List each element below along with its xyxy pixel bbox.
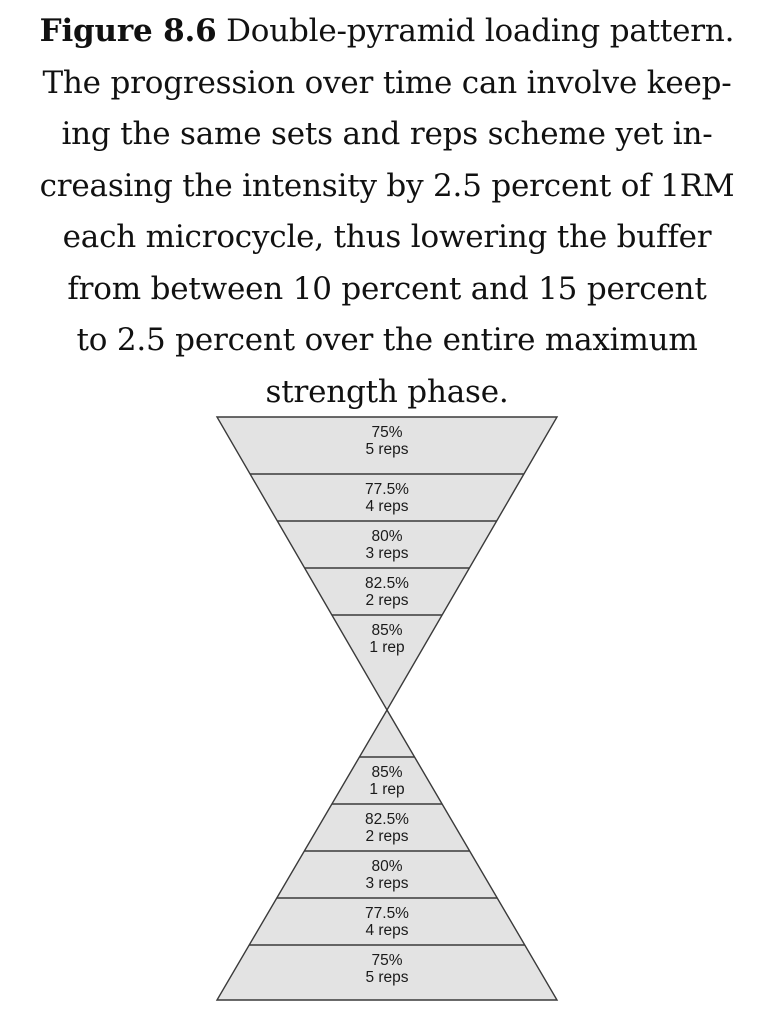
band-reps-label: 4 reps [365, 498, 408, 515]
caption-line-1: Figure 8.6 Double-pyramid loading patter… [18, 6, 756, 58]
caption-line-7: to 2.5 percent over the entire maximum [76, 322, 698, 358]
caption-line-8: strength phase. [265, 373, 509, 410]
band-reps-label: 1 rep [369, 639, 404, 656]
band-reps-label: 5 reps [365, 969, 408, 986]
band-intensity-label: 80% [371, 858, 402, 875]
figure-caption: Figure 8.6 Double-pyramid loading patter… [18, 6, 756, 418]
band-intensity-label: 82.5% [365, 811, 409, 828]
band-intensity-label: 75% [371, 424, 402, 441]
caption-line-3: ing the same sets and reps scheme yet in… [61, 116, 713, 152]
band-intensity-label: 85% [371, 622, 402, 639]
band-reps-label: 2 reps [365, 592, 408, 609]
caption-line-5: each microcycle, thus lowering the buffe… [62, 219, 712, 255]
caption-line-6: from between 10 percent and 15 percent [67, 270, 707, 307]
band-reps-label: 2 reps [365, 828, 408, 845]
band-intensity-label: 82.5% [365, 575, 409, 592]
band-intensity-label: 80% [371, 528, 402, 545]
band-reps-label: 5 reps [365, 441, 408, 458]
bottom-pyramid-outline [215, 708, 559, 1001]
band-intensity-label: 75% [371, 952, 402, 969]
top-pyramid-outline [215, 416, 559, 712]
band-reps-label: 1 rep [369, 781, 404, 798]
band-intensity-label: 77.5% [365, 905, 409, 922]
band-reps-label: 4 reps [365, 922, 408, 939]
figure-label: Figure 8.6 [39, 13, 217, 49]
band-intensity-label: 85% [371, 764, 402, 781]
figure-title: Double-pyramid loading pattern. [226, 13, 735, 49]
band-intensity-label: 77.5% [365, 481, 409, 498]
band-reps-label: 3 reps [365, 875, 408, 892]
band-reps-label: 3 reps [365, 545, 408, 562]
caption-line-4: creasing the intensity by 2.5 percent of… [39, 167, 735, 204]
top-pyramid: 75%5 reps 77.5%4 reps 80%3 reps 82.5%2 reps… [215, 416, 559, 712]
caption-line-2: The progression over time can involve ke… [42, 64, 732, 101]
bottom-pyramid: 85%1 rep 82.5%2 reps 80%3 reps 77.5%4 reps 7… [215, 708, 559, 1001]
